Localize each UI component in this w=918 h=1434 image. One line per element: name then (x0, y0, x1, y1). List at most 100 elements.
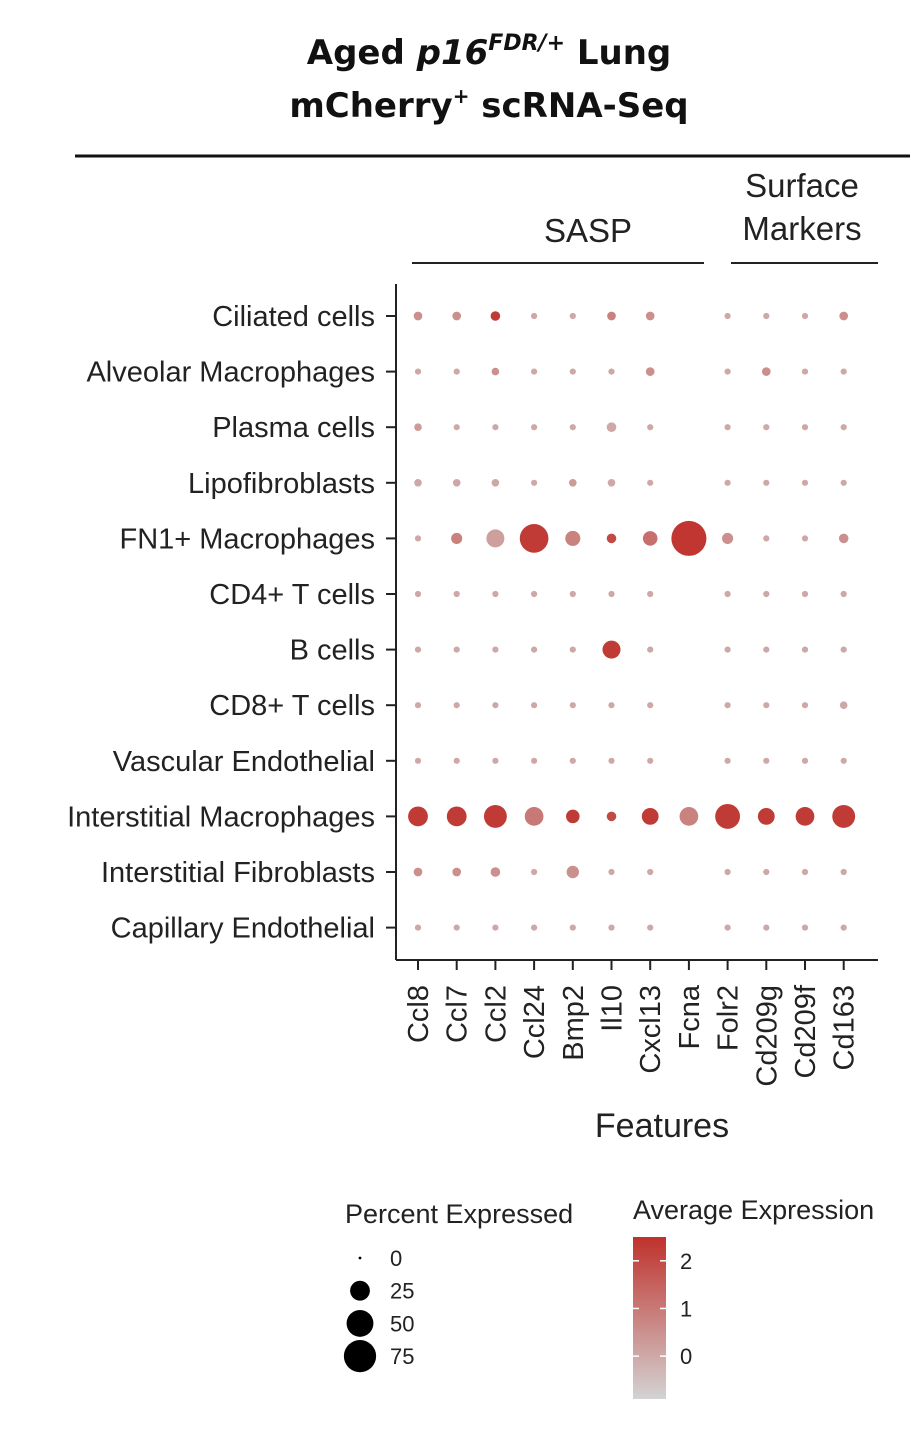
dot-cd8-t-cells-bmp2 (569, 702, 576, 709)
y-tick-label-alveolar-macrophages: Alveolar Macrophages (86, 357, 375, 389)
dot-fn1-macrophages-folr2 (722, 532, 734, 544)
dot-b-cells-ccl2 (492, 646, 499, 653)
dot-cd4-t-cells-cxcl13 (647, 590, 654, 598)
x-tick-label-ccl7: Ccl7 (442, 985, 474, 1043)
dot-capillary-endothelial-cxcl13 (647, 924, 654, 931)
y-tick-label-cd8-t-cells: CD8+ T cells (209, 690, 375, 722)
dot-fn1-macrophages-ccl7 (451, 532, 463, 544)
dot-interstitial-macrophages-fcna (679, 807, 699, 826)
dot-lipofibroblasts-il10 (607, 478, 616, 487)
dot-cd8-t-cells-cd209g (763, 702, 770, 709)
y-tick-label-cd4-t-cells: CD4+ T cells (209, 579, 375, 611)
dot-plasma-cells-cd163 (840, 424, 847, 431)
x-tick-label-il10: Il10 (597, 985, 629, 1032)
dot-cd8-t-cells-cd163 (839, 701, 848, 710)
dot-alveolar-macrophages-il10 (608, 368, 615, 375)
dot-cd4-t-cells-ccl7 (453, 590, 460, 598)
dot-plasma-cells-ccl24 (531, 424, 538, 431)
dot-capillary-endothelial-folr2 (724, 924, 731, 931)
dot-interstitial-fibroblasts-folr2 (724, 868, 731, 876)
x-tick-label-cxcl13: Cxcl13 (635, 985, 667, 1074)
dot-interstitial-macrophages-cd209g (757, 807, 775, 825)
dot-vascular-endothelial-bmp2 (569, 757, 576, 764)
dot-capillary-endothelial-il10 (608, 924, 615, 931)
dot-cd8-t-cells-folr2 (724, 702, 731, 709)
size-legend-title: Percent Expressed (345, 1199, 573, 1229)
dot-lipofibroblasts-cxcl13 (647, 479, 654, 486)
size-legend-dot-50 (346, 1309, 374, 1337)
dot-cd4-t-cells-ccl24 (531, 590, 538, 598)
dot-ciliated-cells-ccl24 (531, 312, 538, 320)
dot-alveolar-macrophages-ccl2 (491, 367, 500, 376)
x-tick-labels: Ccl8 Ccl7 Ccl2 Ccl24 Bmp2 Il10 Cxcl13 Fcna Folr2… (403, 984, 861, 1087)
dot-plasma-cells-ccl8 (414, 423, 422, 432)
dot-plasma-cells-cd209f (801, 424, 809, 431)
dot-vascular-endothelial-ccl24 (531, 757, 538, 764)
x-tick-label-cd209g: Cd209g (751, 985, 783, 1087)
dot-cd4-t-cells-ccl2 (492, 590, 499, 598)
dot-cd4-t-cells-cd209g (763, 590, 770, 598)
dot-fn1-macrophages-cxcl13 (642, 531, 658, 546)
dot-interstitial-fibroblasts-bmp2 (566, 865, 580, 879)
dot-capillary-endothelial-ccl2 (492, 924, 499, 931)
dot-interstitial-macrophages-ccl7 (446, 806, 467, 827)
dot-ciliated-cells-cd209g (763, 312, 770, 320)
dot-b-cells-cd209g (763, 646, 770, 653)
dot-alveolar-macrophages-ccl24 (531, 368, 538, 375)
x-tick-label-folr2: Folr2 (713, 985, 745, 1051)
dot-capillary-endothelial-ccl8 (414, 924, 422, 931)
dot-interstitial-fibroblasts-cd209g (763, 868, 770, 876)
dot-alveolar-macrophages-cd209f (801, 368, 809, 375)
dot-plasma-cells-cxcl13 (647, 424, 654, 431)
size-legend-dot-25 (350, 1280, 370, 1301)
dot-cd8-t-cells-ccl8 (414, 702, 422, 709)
dot-capillary-endothelial-bmp2 (569, 924, 576, 931)
dot-cd8-t-cells-ccl2 (492, 702, 499, 709)
y-tick-labels: Ciliated cells Alveolar Macrophages Plasma… (67, 301, 375, 945)
dot-lipofibroblasts-ccl2 (491, 478, 500, 487)
dot-cd4-t-cells-cd209f (801, 590, 809, 598)
dot-interstitial-fibroblasts-cxcl13 (647, 868, 654, 876)
dot-fn1-macrophages-cd209g (763, 535, 770, 542)
dot-interstitial-fibroblasts-cd163 (840, 868, 847, 876)
x-tick-label-ccl24: Ccl24 (519, 985, 551, 1059)
dot-cd8-t-cells-ccl24 (531, 702, 538, 709)
dot-interstitial-macrophages-ccl24 (524, 807, 544, 826)
dot-vascular-endothelial-il10 (608, 757, 615, 764)
dot-vascular-endothelial-ccl7 (453, 757, 460, 764)
dot-fn1-macrophages-ccl2 (486, 529, 505, 548)
dot-alveolar-macrophages-cxcl13 (645, 367, 655, 376)
dots (408, 311, 856, 931)
size-legend-label-25: 25 (390, 1279, 414, 1304)
dot-interstitial-macrophages-folr2 (715, 803, 741, 829)
dot-interstitial-macrophages-bmp2 (566, 809, 580, 824)
dot-ciliated-cells-ccl8 (413, 311, 423, 321)
dot-lipofibroblasts-bmp2 (568, 478, 577, 487)
dot-cd4-t-cells-ccl8 (414, 590, 422, 598)
color-legend-ticks: 2 1 0 (633, 1249, 692, 1369)
size-legend-label-75: 75 (390, 1344, 414, 1369)
dot-b-cells-folr2 (724, 646, 731, 653)
dot-cd8-t-cells-cxcl13 (647, 702, 654, 709)
group-label-surface-line1: Surface (745, 167, 859, 204)
dot-interstitial-fibroblasts-ccl8 (413, 867, 423, 877)
dot-fn1-macrophages-bmp2 (565, 530, 581, 546)
chart-title-line1: Aged p16FDR/+ Lung (307, 31, 672, 73)
dot-cd8-t-cells-il10 (608, 702, 615, 709)
size-legend-dot-75 (343, 1339, 377, 1373)
size-legend-dot-0 (358, 1256, 362, 1260)
dot-ciliated-cells-il10 (607, 311, 616, 321)
dot-interstitial-macrophages-cd209f (795, 807, 815, 826)
dot-interstitial-fibroblasts-il10 (608, 868, 615, 876)
y-tick-label-lipofibroblasts: Lipofibroblasts (188, 468, 375, 500)
dot-fn1-macrophages-ccl24 (519, 524, 549, 553)
y-tick-label-fn1-macrophages: FN1+ Macrophages (120, 523, 376, 555)
y-tick-label-vascular-endothelial: Vascular Endothelial (113, 746, 375, 778)
dot-lipofibroblasts-folr2 (724, 479, 731, 486)
group-label-surface-line2: Markers (742, 210, 861, 247)
dot-ciliated-cells-bmp2 (569, 312, 576, 320)
dot-lipofibroblasts-ccl8 (414, 478, 422, 487)
dot-plasma-cells-ccl2 (492, 424, 499, 431)
color-legend-bar (633, 1237, 666, 1399)
